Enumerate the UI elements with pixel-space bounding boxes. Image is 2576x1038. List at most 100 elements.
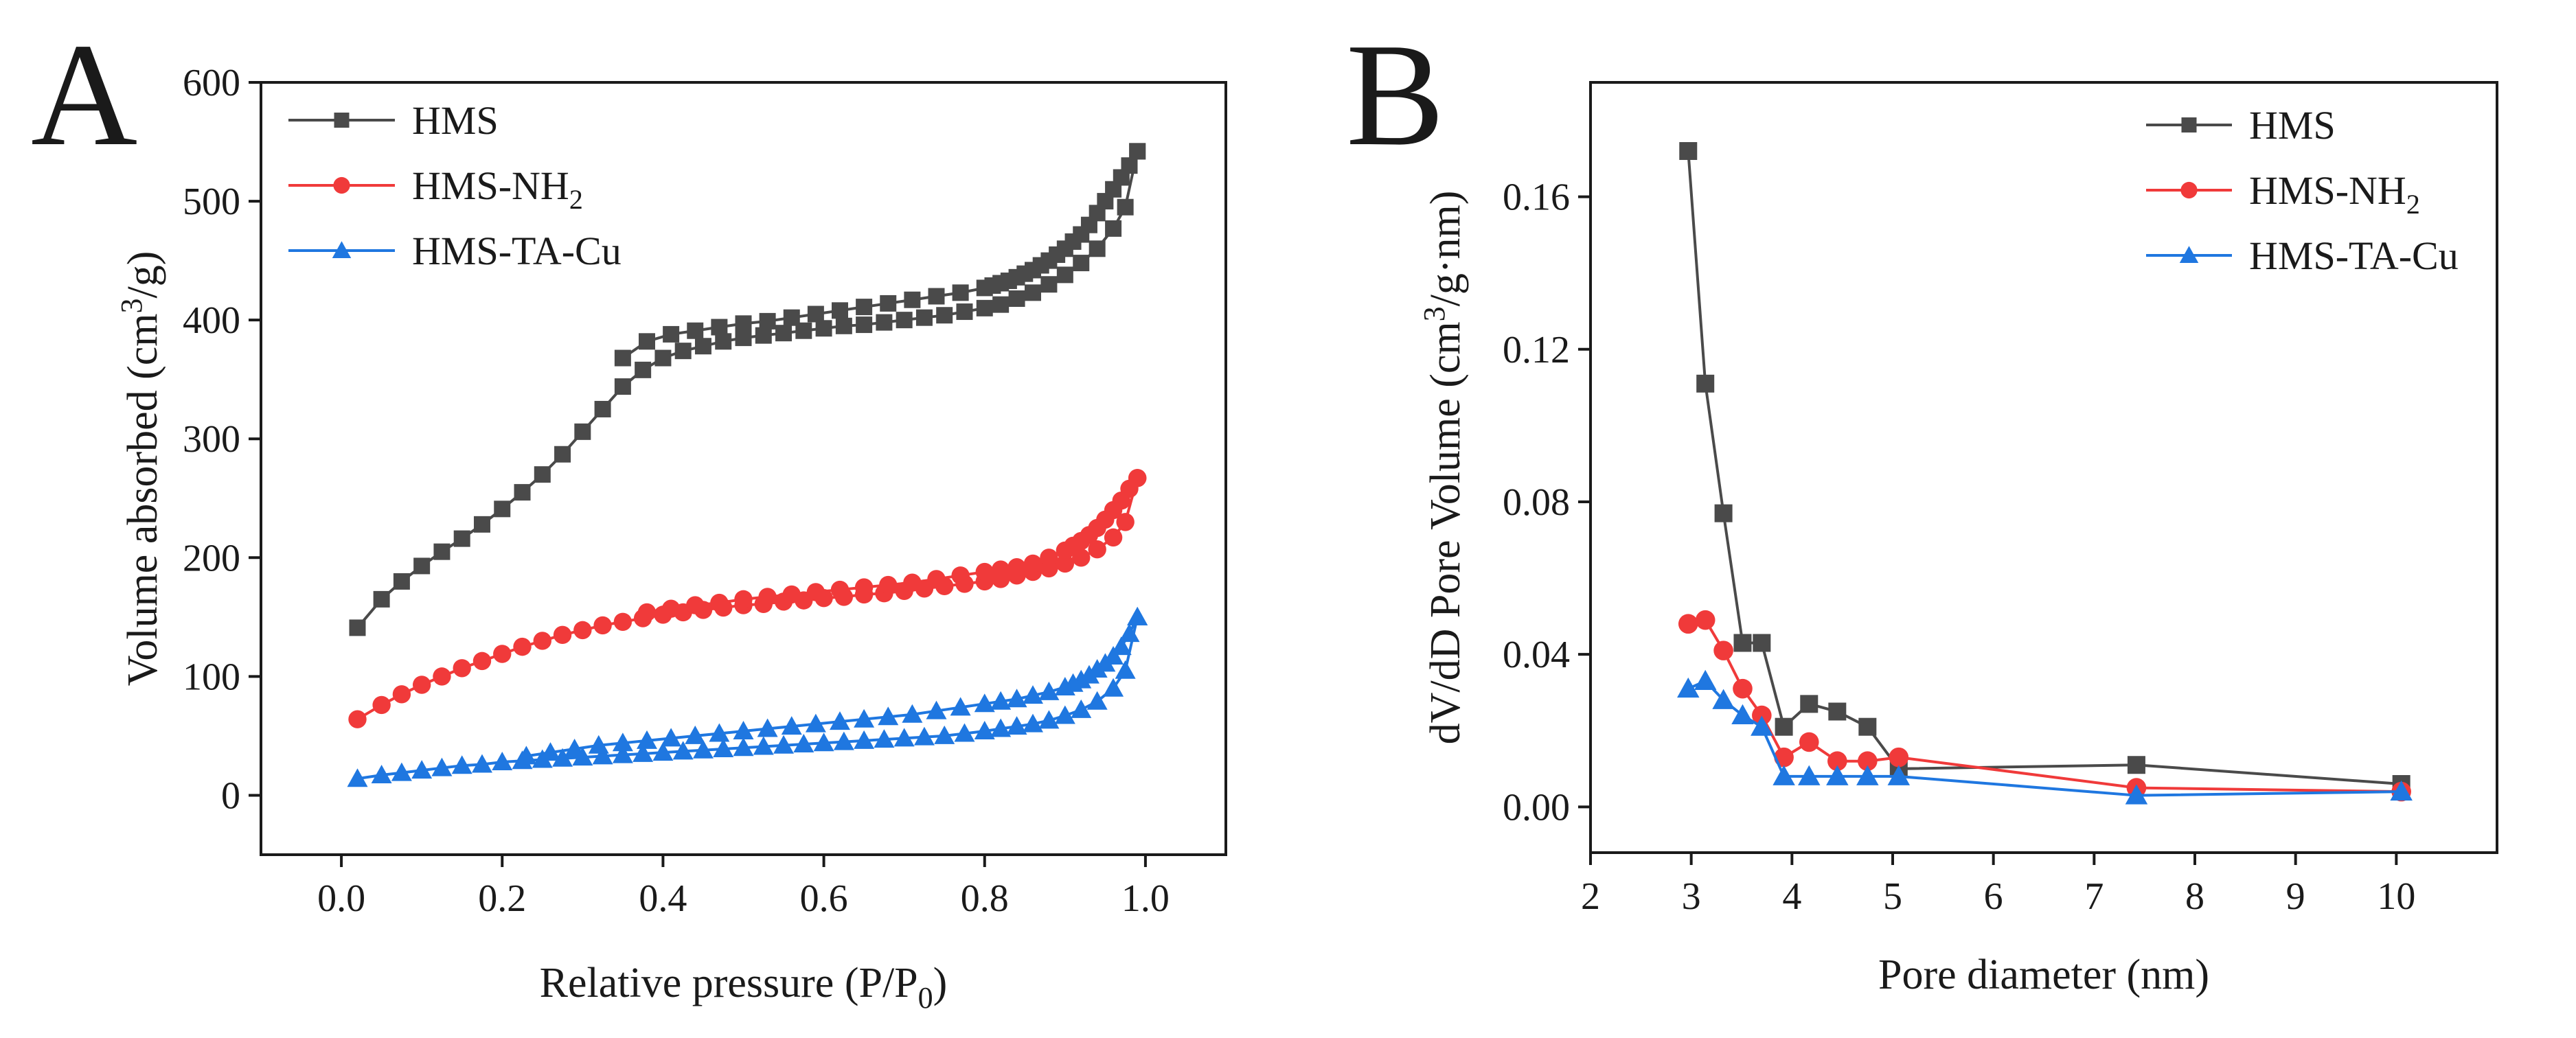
legend-label-text: HMS-TA-Cu [2249, 233, 2459, 278]
HMS-TA-Cu-adsorption-point [632, 743, 654, 762]
legend-label-subscript: 2 [569, 184, 583, 215]
HMS-TA-Cu-adsorption-point [913, 726, 935, 746]
HMS-NH2-point [1889, 747, 1909, 768]
HMS-NH2-desorption-point [758, 588, 777, 606]
HMS-NH2-adsorption-point [1116, 513, 1135, 531]
HMS-NH2-adsorption-point [348, 710, 367, 728]
HMS-adsorption-point [694, 338, 711, 355]
HMS-adsorption-point [835, 317, 852, 334]
panel-letter-b: B [1346, 12, 1444, 176]
HMS-adsorption-point [992, 296, 1010, 313]
HMS-NH2-desorption-point [854, 578, 874, 597]
HMS-TA-Cu-point [1677, 677, 1700, 698]
x-axis-title-text: Relative pressure (P/P [540, 960, 918, 1006]
y-tick-label: 400 [183, 299, 240, 342]
HMS-TA-Cu-point [1887, 765, 1911, 785]
series-hms-ta-cu [1677, 669, 2413, 805]
x-tick-label: 0.6 [800, 877, 848, 920]
legend-label-text: HMS-TA-Cu [412, 229, 622, 273]
HMS-adsorption-point [473, 516, 490, 533]
HMS-TA-Cu-line [1687, 679, 2402, 797]
HMS-NH2-desorption-point [686, 596, 705, 614]
HMS-adsorption-point [1105, 220, 1122, 237]
series-hms-nh2 [348, 469, 1147, 728]
HMS-TA-Cu-point [1731, 704, 1754, 725]
HMS-point [1858, 717, 1877, 736]
HMS-NH2-desorption-point [637, 603, 657, 622]
HMS-desorption-point [1129, 143, 1146, 160]
HMS-point [1733, 634, 1752, 652]
panel-b-pore-distribution-chart: 2 3 4 5 6 7 8 9 100.000.040.080.120.16HMSHMS-NH2… [1417, 81, 2498, 998]
HMS-TA-Cu-adsorption-point [753, 736, 774, 755]
HMS-NH2-adsorption-point [1104, 528, 1123, 547]
HMS-adsorption-point [856, 316, 873, 334]
HMS-NH2-desorption-point [1007, 557, 1026, 577]
y-tick-label: 0.08 [1503, 481, 1570, 524]
HMS-adsorption-point [1056, 266, 1073, 284]
HMS-TA-Cu-adsorption-point [391, 762, 412, 781]
HMS-TA-Cu-desorption-point [540, 742, 561, 761]
HMS-TA-Cu-desorption-point [1110, 636, 1132, 656]
legend-label-hms: HMS [2249, 103, 2336, 148]
y-axis-title: dV/dD Pore Volume (cm3/g·nm) [1417, 191, 1469, 745]
HMS-TA-Cu-desorption-point [685, 725, 706, 744]
HMS-NH2-desorption-point [1023, 554, 1042, 573]
HMS-TA-Cu-desorption-point [854, 708, 875, 728]
y-tick-label: 100 [183, 656, 240, 698]
panel-letter-a: A [31, 12, 137, 176]
HMS-TA-Cu-desorption-point [612, 733, 633, 752]
HMS-adsorption-point [654, 349, 672, 367]
series-hms-nh2 [1678, 610, 2411, 802]
HMS-NH2-adsorption-point [412, 676, 431, 694]
HMS-TA-Cu-desorption-point [1038, 681, 1060, 700]
HMS-desorption-point [663, 325, 680, 343]
HMS-TA-Cu-point [2125, 784, 2148, 805]
HMS-adsorption-point [635, 361, 652, 378]
HMS-adsorption-point [956, 303, 973, 321]
HMS-TA-Cu-desorption-line [526, 616, 1139, 758]
legend-label-text: HMS-NH [2249, 168, 2406, 213]
y-axis-title-text: dV/dD Pore Volume (cm [1422, 321, 1469, 744]
x-tick-label: 0.4 [639, 877, 687, 920]
HMS-point [2127, 756, 2145, 774]
HMS-NH2-adsorption-point [1056, 554, 1075, 573]
legend-marker-hms-ta-cu [332, 241, 352, 258]
HMS-TA-Cu-desorption-point [926, 700, 947, 719]
HMS-TA-Cu-adsorption-point [733, 737, 754, 757]
HMS-TA-Cu-desorption-point [516, 746, 537, 765]
HMS-TA-Cu-desorption-point [781, 716, 802, 735]
HMS-adsorption-point [1040, 276, 1058, 293]
HMS-TA-Cu-adsorption-point [974, 721, 995, 739]
HMS-NH2-adsorption-point [613, 612, 632, 631]
legend-label-subscript: 2 [2406, 189, 2420, 220]
HMS-NH2-adsorption-point [533, 632, 551, 650]
x-tick-label: 8 [2185, 875, 2204, 918]
HMS-TA-Cu-point [1694, 669, 1717, 691]
HMS-adsorption-point [715, 333, 732, 350]
HMS-adsorption-point [349, 619, 366, 636]
x-tick-label: 0.2 [478, 877, 526, 920]
HMS-adsorption-point [896, 312, 913, 329]
x-tick-label: 9 [2286, 875, 2305, 918]
HMS-TA-Cu-adsorption-point [347, 768, 368, 787]
HMS-TA-Cu-desorption-point [564, 738, 585, 757]
x-tick-label: 4 [1782, 875, 1801, 918]
legend-marker-hms-ta-cu [2179, 246, 2199, 263]
x-tick-label: 0.8 [961, 877, 1009, 920]
y-tick-label: 600 [183, 62, 240, 104]
legend-label-hms-ta-cu: HMS-TA-Cu [2249, 233, 2459, 278]
legend-label-text: HMS-NH [412, 163, 569, 208]
HMS-TA-Cu-desorption-point [1054, 676, 1075, 695]
x-tick-label: 2 [1581, 875, 1600, 918]
HMS-NH2-adsorption-point [513, 637, 532, 656]
HMS-adsorption-point [815, 320, 832, 337]
HMS-NH2-adsorption-point [433, 667, 451, 686]
HMS-adsorption-point [494, 500, 511, 518]
HMS-NH2-adsorption-point [493, 645, 512, 663]
HMS-TA-Cu-desorption-point [902, 704, 923, 723]
HMS-desorption-point [614, 349, 631, 367]
x-tick-label: 5 [1883, 875, 1902, 918]
HMS-TA-Cu-desorption-point [588, 735, 609, 754]
HMS-point [1828, 702, 1847, 721]
HMS-NH2-adsorption-point [392, 685, 411, 704]
